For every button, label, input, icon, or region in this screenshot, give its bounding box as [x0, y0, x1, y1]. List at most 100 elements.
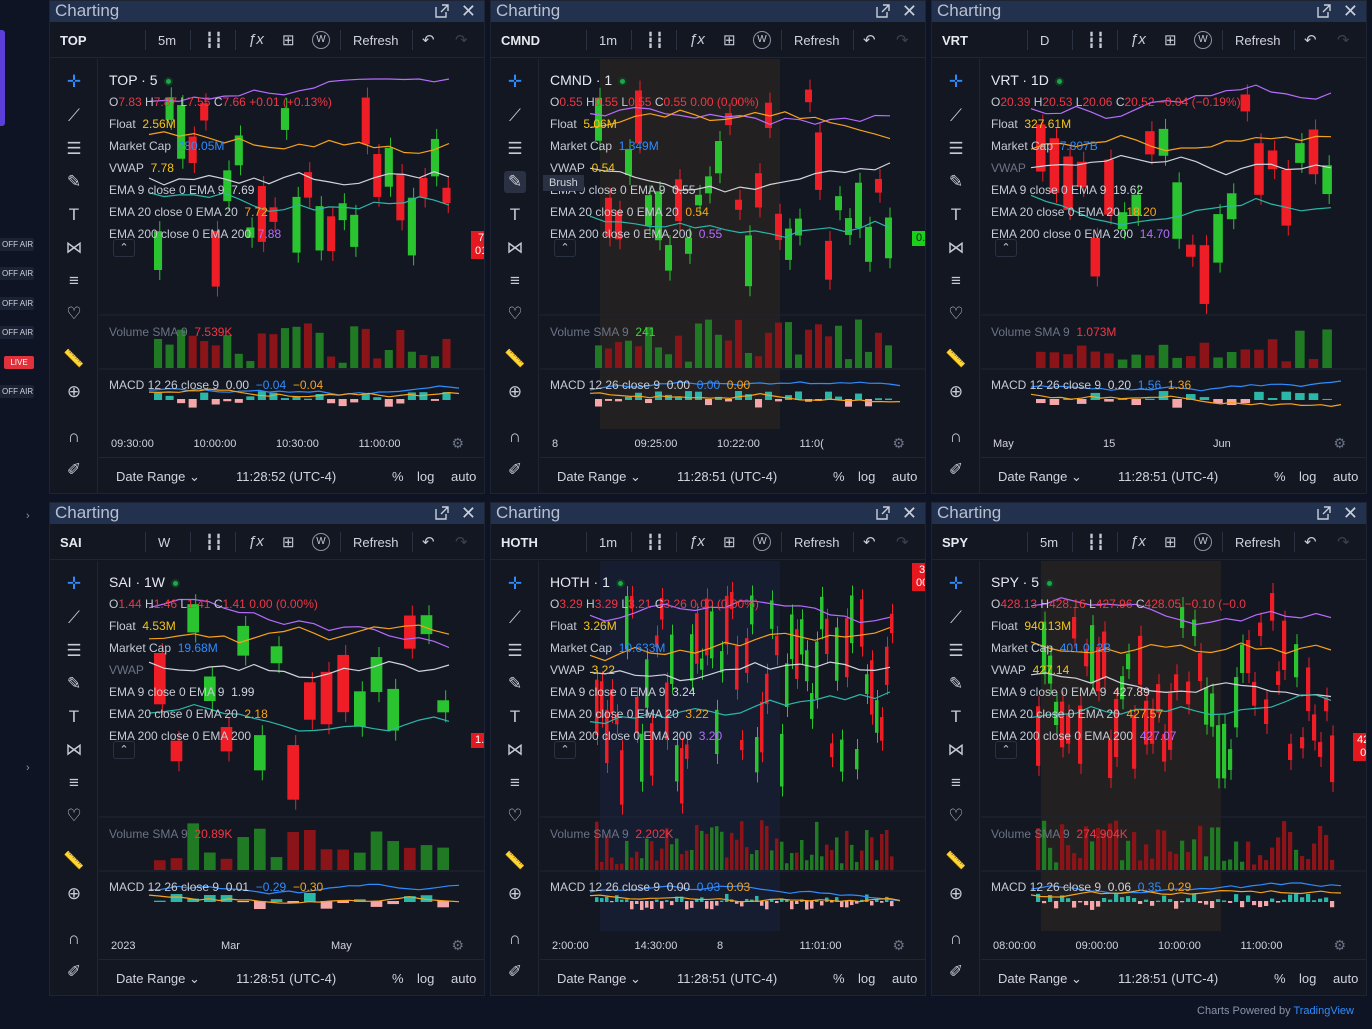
brush-icon[interactable]: ✎ [504, 171, 526, 193]
pattern-icon[interactable]: ⋈ [506, 740, 524, 759]
tradingview-link[interactable]: TradingView [1293, 1005, 1354, 1017]
refresh-button[interactable]: Refresh [1235, 535, 1281, 550]
ruler-icon[interactable]: 📏 [504, 851, 526, 870]
text-icon[interactable]: T [950, 707, 962, 726]
layout-icon[interactable]: ⊞ [1164, 534, 1177, 551]
price-chart[interactable] [981, 59, 1367, 435]
zoom-in-icon[interactable]: ⊕ [507, 382, 523, 401]
log-toggle[interactable]: log [858, 469, 876, 484]
candle-style-icon[interactable]: ┇┇ [205, 32, 224, 49]
brush-icon[interactable]: ✎ [66, 172, 82, 191]
collapse-legend-button[interactable]: ⌃ [113, 239, 135, 257]
symbol-input[interactable]: SAI [60, 535, 82, 550]
ruler-icon[interactable]: 📏 [945, 349, 967, 368]
collapse-legend-button[interactable]: ⌃ [113, 741, 135, 759]
price-chart[interactable] [540, 59, 926, 435]
settings-gear-icon[interactable]: ⚙ [892, 435, 905, 451]
pattern-icon[interactable]: ⋈ [65, 238, 83, 257]
magnet-icon[interactable]: ∩ [949, 929, 963, 948]
date-range-button[interactable]: Date Range ⌄ [998, 971, 1082, 986]
popout-icon[interactable] [875, 3, 891, 19]
price-chart[interactable] [99, 561, 485, 937]
lock-drawings-icon[interactable]: ✐ [948, 460, 964, 479]
text-icon[interactable]: T [68, 707, 80, 726]
crosshair-icon[interactable]: ✛ [948, 72, 964, 91]
magnet-icon[interactable]: ∩ [949, 427, 963, 446]
auto-toggle[interactable]: auto [1333, 971, 1359, 986]
layout-icon[interactable]: ⊞ [282, 32, 295, 49]
candle-style-icon[interactable]: ┇┇ [646, 534, 665, 551]
watchlist-icon[interactable]: W [312, 31, 330, 49]
log-toggle[interactable]: log [417, 971, 435, 986]
candle-style-icon[interactable]: ┇┇ [1087, 32, 1106, 49]
watchlist-icon[interactable]: W [753, 533, 771, 551]
candle-style-icon[interactable]: ┇┇ [646, 32, 665, 49]
date-range-button[interactable]: Date Range ⌄ [116, 971, 200, 986]
settings-gear-icon[interactable]: ⚙ [1333, 937, 1346, 953]
favorites-heart-icon[interactable]: ♡ [507, 304, 523, 323]
ruler-icon[interactable]: 📏 [63, 349, 85, 368]
chart-area[interactable]: SPY · 5 O428.13 H428.16 L427.96 C428.05 … [981, 561, 1367, 953]
favorites-heart-icon[interactable]: ♡ [948, 806, 964, 825]
ruler-icon[interactable]: 📏 [504, 349, 526, 368]
layout-icon[interactable]: ⊞ [723, 32, 736, 49]
favorites-heart-icon[interactable]: ♡ [507, 806, 523, 825]
layout-icon[interactable]: ⊞ [723, 534, 736, 551]
trend-line-icon[interactable]: ⟋ [950, 106, 962, 125]
date-range-button[interactable]: Date Range ⌄ [557, 469, 641, 484]
undo-icon[interactable]: ↶ [422, 32, 435, 49]
magnet-icon[interactable]: ∩ [508, 427, 522, 446]
magnet-icon[interactable]: ∩ [508, 929, 522, 948]
ruler-icon[interactable]: 📏 [945, 851, 967, 870]
close-icon[interactable]: ✕ [1342, 1, 1358, 21]
price-chart[interactable] [99, 59, 485, 435]
indicators-icon[interactable]: ƒx [689, 31, 705, 48]
chart-area[interactable]: SAI · 1W O1.44 H1.46 L1.41 C1.41 0.00 (0… [99, 561, 485, 953]
symbol-input[interactable]: CMND [501, 33, 540, 48]
settings-gear-icon[interactable]: ⚙ [1333, 435, 1346, 451]
settings-gear-icon[interactable]: ⚙ [892, 937, 905, 953]
symbol-input[interactable]: SPY [942, 535, 969, 550]
collapse-legend-button[interactable]: ⌃ [995, 741, 1017, 759]
timeframe-button[interactable]: 5m [158, 33, 177, 48]
text-icon[interactable]: T [950, 205, 962, 224]
indicators-icon[interactable]: ƒx [248, 533, 264, 550]
forecast-icon[interactable]: ≡ [69, 271, 79, 290]
auto-toggle[interactable]: auto [892, 469, 918, 484]
magnet-icon[interactable]: ∩ [67, 929, 81, 948]
close-icon[interactable]: ✕ [901, 1, 917, 21]
settings-gear-icon[interactable]: ⚙ [451, 435, 464, 451]
pattern-icon[interactable]: ⋈ [506, 238, 524, 257]
text-icon[interactable]: T [509, 707, 521, 726]
lock-drawings-icon[interactable]: ✐ [66, 460, 82, 479]
brush-icon[interactable]: ✎ [948, 674, 964, 693]
crosshair-icon[interactable]: ✛ [507, 574, 523, 593]
forecast-icon[interactable]: ≡ [951, 773, 961, 792]
watchlist-icon[interactable]: W [753, 31, 771, 49]
horizontal-lines-icon[interactable]: ☰ [66, 139, 82, 158]
forecast-icon[interactable]: ≡ [951, 271, 961, 290]
crosshair-icon[interactable]: ✛ [66, 72, 82, 91]
refresh-button[interactable]: Refresh [794, 33, 840, 48]
crosshair-icon[interactable]: ✛ [66, 574, 82, 593]
forecast-icon[interactable]: ≡ [510, 271, 520, 290]
horizontal-lines-icon[interactable]: ☰ [507, 139, 523, 158]
redo-icon[interactable]: ↷ [1337, 534, 1350, 551]
chevron-right-icon[interactable]: › [26, 762, 30, 774]
pattern-icon[interactable]: ⋈ [947, 238, 965, 257]
chart-area[interactable]: HOTH · 1 O3.29 H3.29 L3.21 C3.26 0.00 (0… [540, 561, 925, 953]
percent-toggle[interactable]: % [833, 469, 845, 484]
auto-toggle[interactable]: auto [1333, 469, 1359, 484]
trend-line-icon[interactable]: ⟋ [68, 608, 80, 627]
popout-icon[interactable] [434, 3, 450, 19]
price-chart[interactable] [981, 561, 1367, 937]
undo-icon[interactable]: ↶ [422, 534, 435, 551]
percent-toggle[interactable]: % [833, 971, 845, 986]
log-toggle[interactable]: log [1299, 971, 1317, 986]
date-range-button[interactable]: Date Range ⌄ [998, 469, 1082, 484]
close-icon[interactable]: ✕ [1342, 503, 1358, 523]
log-toggle[interactable]: log [417, 469, 435, 484]
watchlist-icon[interactable]: W [1194, 533, 1212, 551]
ruler-icon[interactable]: 📏 [63, 851, 85, 870]
horizontal-lines-icon[interactable]: ☰ [66, 641, 82, 660]
